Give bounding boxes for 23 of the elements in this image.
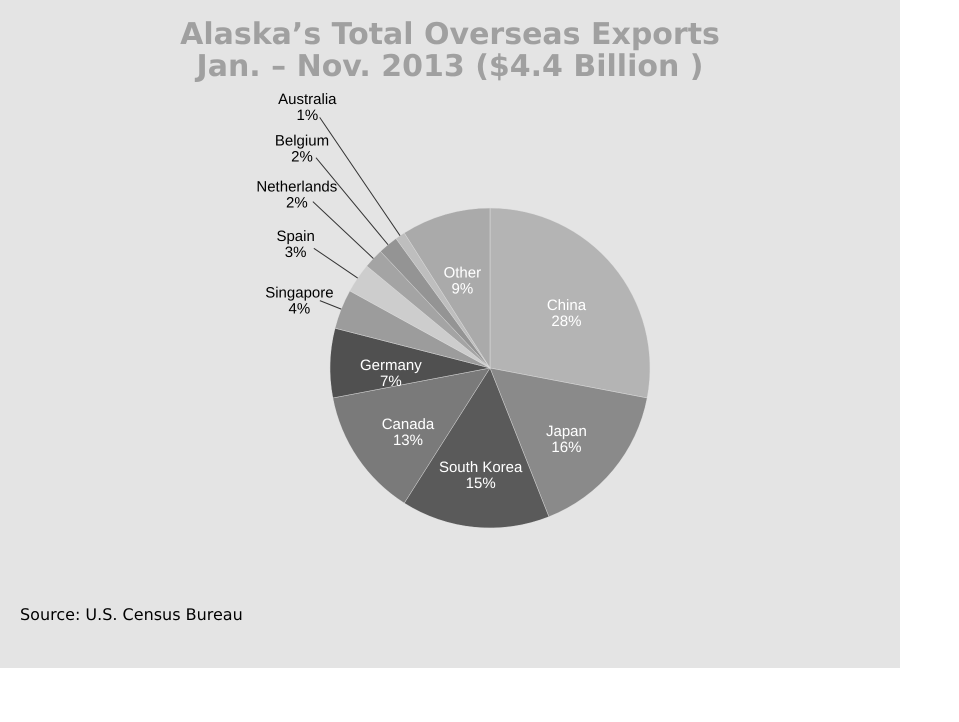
slice-label: Netherlands — [256, 178, 338, 196]
slice-label: Germany — [360, 356, 422, 374]
slice-label: Belgium — [274, 132, 330, 150]
data-label: 1% — [296, 107, 318, 124]
slice-label: China — [546, 296, 587, 314]
slice-label: South Korea — [438, 458, 524, 476]
data-label: 7% — [380, 372, 402, 390]
data-label: 2% — [286, 194, 308, 212]
slice-label: Spain — [276, 228, 315, 245]
data-label: 4% — [288, 300, 310, 318]
data-label: 16% — [551, 439, 582, 456]
slice-label: Singapore — [265, 284, 334, 302]
data-label: 3% — [284, 244, 306, 261]
slice-label: Other — [444, 264, 482, 282]
slice-label: Canada — [382, 416, 435, 433]
data-label: 15% — [466, 474, 496, 492]
slice-label: Australia — [278, 91, 338, 108]
data-label: 13% — [392, 432, 423, 449]
data-label: 2% — [291, 148, 313, 166]
slice-label: Japan — [546, 423, 587, 440]
source-note: Source: U.S. Census Bureau — [20, 605, 243, 624]
data-label: 28% — [551, 312, 582, 330]
data-label: 9% — [451, 280, 474, 298]
